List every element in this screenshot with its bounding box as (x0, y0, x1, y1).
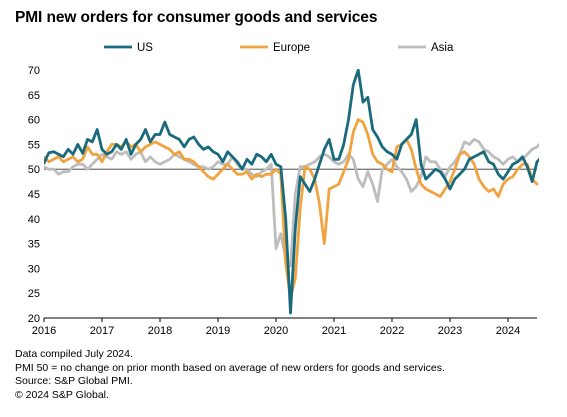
x-tick-label: 2024 (496, 325, 520, 337)
y-tick-label: 65 (28, 90, 40, 102)
legend-label-asia: Asia (431, 42, 454, 54)
y-tick-label: 55 (28, 139, 40, 151)
y-tick-label: 70 (28, 65, 40, 77)
x-tick-label: 2016 (32, 325, 56, 337)
y-tick-label: 40 (28, 214, 40, 226)
y-tick-label: 45 (28, 189, 40, 201)
y-axis: 20 25 30 35 40 45 50 55 60 65 70 (28, 65, 40, 325)
x-tick-label: 2020 (264, 325, 288, 337)
y-tick-label: 60 (28, 115, 40, 127)
legend-label-us: US (137, 42, 153, 54)
chart-notes: Data compiled July 2024. PMI 50 = no cha… (15, 348, 445, 402)
legend-label-europe: Europe (273, 42, 310, 54)
series-line-us (44, 69, 539, 315)
y-tick-label: 25 (28, 288, 40, 300)
series-group (44, 69, 539, 315)
chart-title: PMI new orders for consumer goods and se… (15, 9, 378, 26)
y-tick-label: 30 (28, 263, 40, 275)
x-tick-label: 2018 (148, 325, 172, 337)
series-line-asia (44, 137, 539, 268)
note-source: Source: S&P Global PMI. (15, 375, 133, 387)
note-compiled: Data compiled July 2024. (15, 348, 133, 360)
x-axis: 2016 2017 2018 2019 2020 2021 2022 2023 2024 (32, 317, 537, 337)
y-tick-label: 20 (28, 313, 40, 325)
x-tick-label: 2023 (438, 325, 462, 337)
note-definition: PMI 50 = no change on prior month based … (15, 361, 445, 374)
x-tick-label: 2017 (90, 325, 114, 337)
y-tick-label: 50 (28, 164, 40, 176)
note-copyright: © 2024 S&P Global. (15, 388, 109, 401)
y-tick-label: 35 (28, 239, 40, 251)
legend: US Europe Asia (104, 42, 454, 54)
x-tick-label: 2022 (380, 325, 404, 337)
x-tick-label: 2021 (322, 325, 346, 337)
x-tick-label: 2019 (206, 325, 230, 337)
